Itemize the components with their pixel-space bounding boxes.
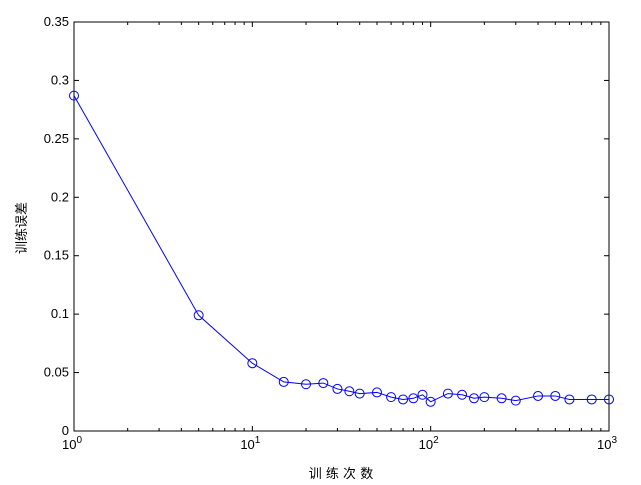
data-point — [318, 378, 329, 389]
data-point — [193, 310, 204, 321]
y-tick-label: 0.3 — [51, 72, 69, 87]
x-tick-label-base: 10 — [419, 437, 433, 452]
y-tick-label: 0.2 — [51, 189, 69, 204]
data-point — [332, 383, 343, 394]
data-point — [386, 392, 397, 403]
x-tick-label-base: 10 — [240, 437, 254, 452]
data-point — [550, 390, 561, 401]
data-point — [354, 388, 365, 399]
x-axis-label: 训 练 次 数 — [309, 466, 373, 482]
plot-area — [73, 21, 610, 432]
data-point — [425, 396, 436, 407]
data-point — [469, 393, 480, 404]
y-axis-label: 训练误差 — [15, 202, 30, 254]
series-markers — [69, 90, 614, 407]
x-tick-label-exponent: 3 — [611, 435, 617, 446]
data-point — [533, 390, 544, 401]
x-tick-label-base: 10 — [62, 437, 76, 452]
y-tick-label: 0.1 — [51, 306, 69, 321]
data-point — [586, 394, 597, 405]
x-tick-label: 103 — [597, 435, 617, 452]
x-tick-label: 100 — [62, 435, 82, 452]
y-tick-label: 0.15 — [44, 248, 69, 263]
x-tick-label-base: 10 — [597, 437, 611, 452]
x-tick-label: 102 — [419, 435, 439, 452]
data-point — [398, 394, 409, 405]
data-point — [69, 90, 79, 101]
axis-ticks — [73, 21, 610, 432]
data-point — [408, 393, 419, 404]
data-point — [564, 394, 575, 405]
data-point — [278, 376, 289, 387]
y-tick-label: 0.05 — [44, 365, 69, 380]
data-point — [496, 393, 507, 404]
data-point — [479, 392, 490, 403]
data-point — [247, 358, 258, 369]
data-point — [417, 389, 428, 400]
x-tick-label-exponent: 1 — [255, 435, 261, 446]
y-tick-label: 0.35 — [44, 14, 69, 29]
data-point — [510, 395, 521, 406]
y-tick-label: 0 — [62, 423, 69, 438]
data-point — [442, 388, 453, 399]
data-point — [604, 394, 614, 405]
x-tick-label-exponent: 2 — [433, 435, 439, 446]
x-tick-label-exponent: 0 — [76, 435, 82, 446]
data-point — [457, 389, 468, 400]
watermark: CSDN @我爱C编程 — [502, 460, 626, 476]
y-tick-label: 0.25 — [44, 131, 69, 146]
data-point — [371, 387, 382, 398]
data-point — [301, 379, 312, 390]
data-point — [344, 386, 355, 397]
x-tick-label: 101 — [240, 435, 260, 452]
